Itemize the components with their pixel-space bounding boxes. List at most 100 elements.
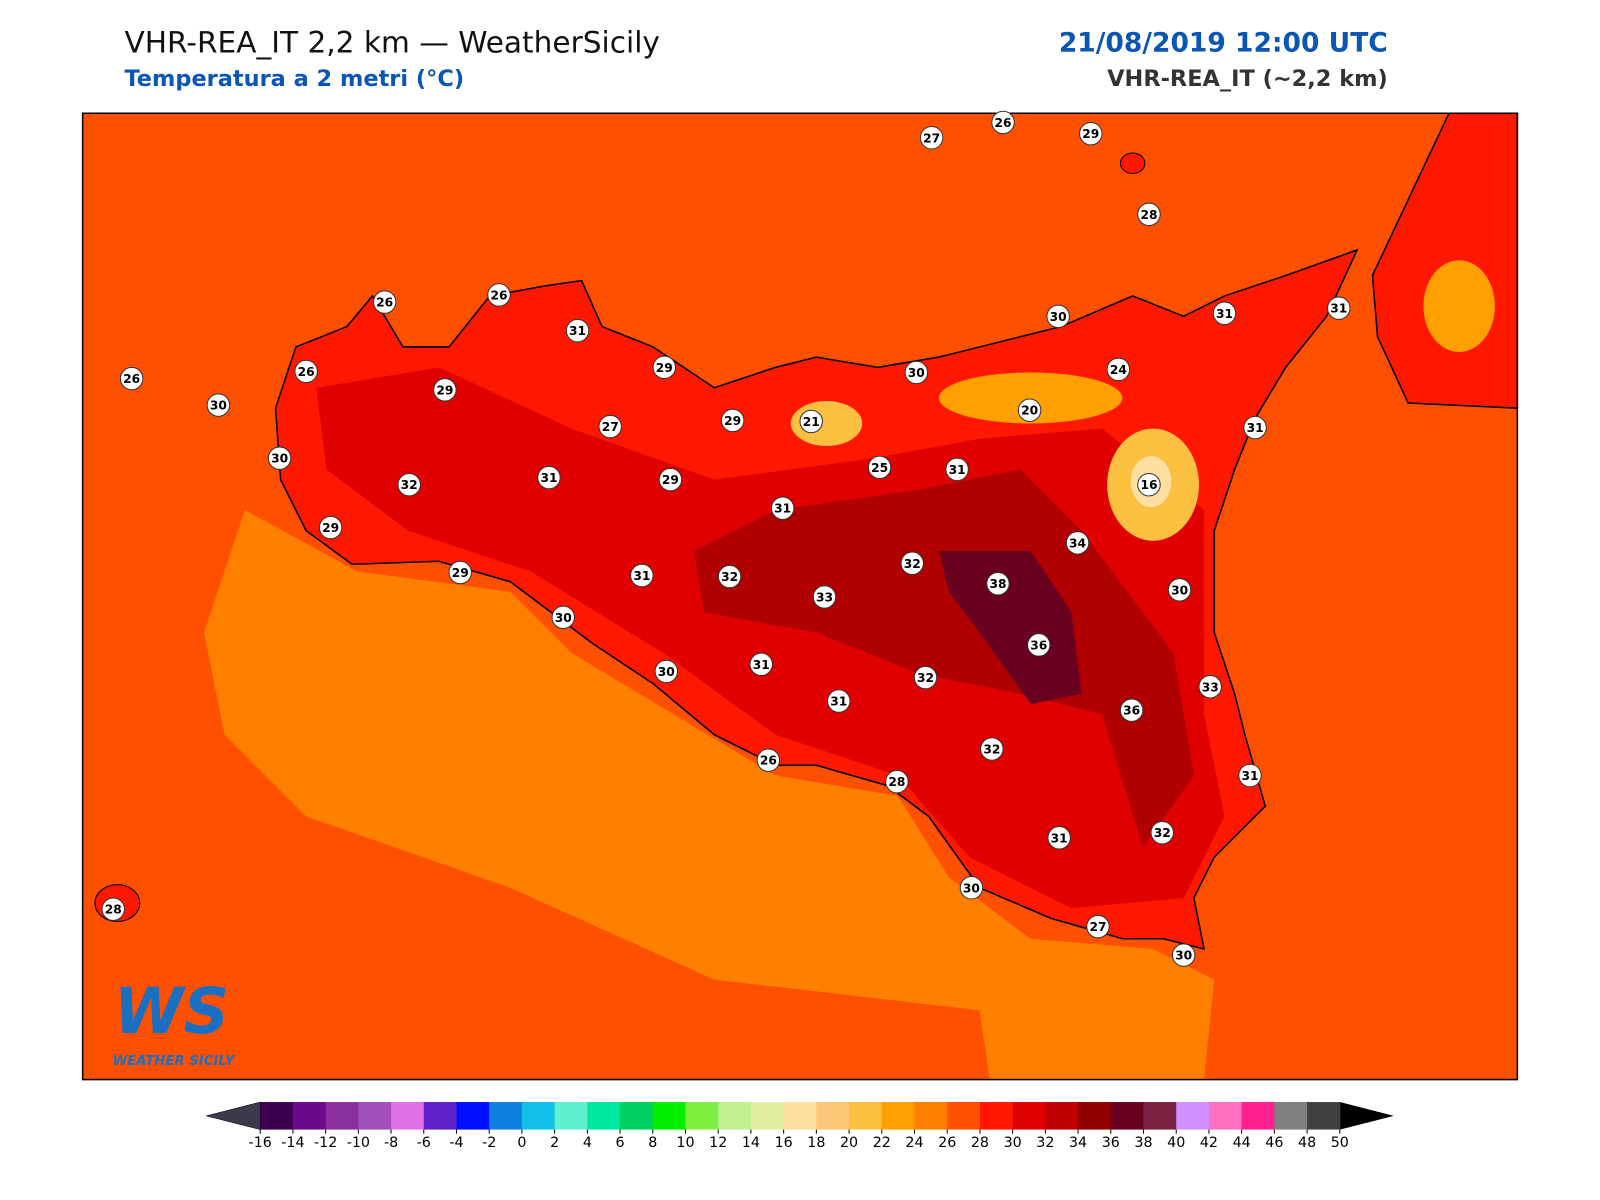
colorbar-tick-label: 8 [648,1135,657,1151]
station-marker [206,393,231,417]
station-marker [799,409,823,434]
station-value: 30 [908,366,925,380]
colorbar-box [881,1102,916,1130]
station-marker [959,876,984,900]
colorbar-box [358,1102,392,1130]
map-frame [81,112,1519,1081]
station-value: 34 [1069,536,1086,550]
colorbar-box [260,1102,294,1130]
station-value: 30 [555,611,572,625]
station-marker [1137,472,1161,497]
colorbar-tick-label: -2 [482,1135,496,1151]
station-value: 28 [105,903,122,917]
station-value: 31 [753,658,770,672]
colorbar-tick-label: 24 [905,1135,923,1151]
station-value: 28 [1140,208,1157,222]
colorbar-tick-label: 20 [840,1135,858,1151]
logo-name: WEATHER SICILY [113,1054,236,1069]
station-value: 29 [436,383,453,397]
station-marker [1243,415,1267,440]
colorbar-tick-label: 10 [676,1135,694,1151]
station-value: 32 [904,557,921,571]
colorbar-box [391,1102,425,1130]
station-marker [267,446,292,470]
station-marker [1137,202,1161,227]
colorbar-tick-label: 12 [709,1135,727,1151]
station-marker [658,467,683,492]
station-value: 31 [569,324,586,338]
subtitle: Temperatura a 2 metri (°C) [124,66,464,92]
station-marker [980,737,1004,761]
station-value: 25 [871,461,888,475]
colorbar-tick-label: 18 [807,1135,825,1151]
station-marker [904,360,929,385]
colorbar-tick-label: 14 [742,1135,760,1151]
colorbar-tick-label: 34 [1069,1135,1087,1151]
station-value: 30 [963,881,980,895]
station-value: 29 [322,521,339,535]
colorbar-tick-label: 6 [616,1135,625,1151]
station-marker [1150,820,1174,845]
colorbar-box [947,1102,981,1130]
station-marker [827,689,851,713]
station-marker [1106,357,1131,382]
station-marker [986,571,1010,596]
station-marker [1086,914,1110,939]
station-value: 30 [1050,310,1067,324]
station-value: 27 [923,131,940,145]
station-value: 31 [1330,302,1347,316]
station-marker [565,318,590,343]
station-value: 27 [1089,920,1106,934]
station-marker [433,378,457,402]
station-marker [720,408,745,433]
colorbar-box [718,1102,752,1130]
colorbar-tick-label: 22 [873,1135,891,1151]
station-value: 29 [656,361,673,375]
station-value: 29 [452,566,469,580]
map [81,112,1519,1081]
colorbar-tick-label: 42 [1200,1135,1218,1151]
station-marker [630,563,654,588]
station-marker [654,659,679,684]
colorbar-box [979,1102,1014,1130]
model-label: VHR-REA_IT (~2,2 km) [1107,66,1388,92]
colorbar-tick-label: 38 [1134,1135,1152,1151]
station-marker [652,355,677,380]
colorbar-tick-label: 0 [517,1135,526,1151]
colorbar-box [816,1102,850,1130]
station-value: 26 [376,296,393,310]
station-value: 31 [1051,831,1068,845]
station-marker [1198,675,1222,699]
colorbar-under [206,1101,261,1130]
colorbar-box [620,1102,654,1130]
colorbar-box [1176,1102,1210,1130]
station-marker [551,605,575,630]
colorbar-box [1110,1102,1145,1130]
station-marker [867,455,892,480]
station-marker [885,769,909,794]
station-marker [598,414,622,439]
colorbar-box [652,1102,687,1130]
colorbar-box [750,1102,785,1130]
station-value: 26 [995,116,1012,130]
colorbar-tick-label: 28 [971,1135,989,1151]
station-marker [318,515,343,540]
station-marker [1027,633,1051,657]
station-marker [1212,301,1237,325]
station-value: 28 [888,775,905,789]
colorbar-tick-label: 44 [1233,1135,1251,1151]
station-value: 38 [989,577,1006,591]
station-marker [991,110,1015,135]
station-value: 31 [1247,421,1264,435]
colorbar-tick-label: -4 [449,1135,463,1151]
colorbar-box [521,1102,556,1130]
colorbar-box [1078,1102,1112,1130]
colorbar-tick-label: 50 [1331,1135,1349,1151]
station-marker [372,290,397,314]
station-marker [537,465,561,490]
colorbar-box [325,1102,359,1130]
station-marker [1119,698,1144,722]
station-value: 30 [658,665,675,679]
colorbar-box [1143,1102,1177,1130]
colorbar-tick-label: -6 [417,1135,431,1151]
